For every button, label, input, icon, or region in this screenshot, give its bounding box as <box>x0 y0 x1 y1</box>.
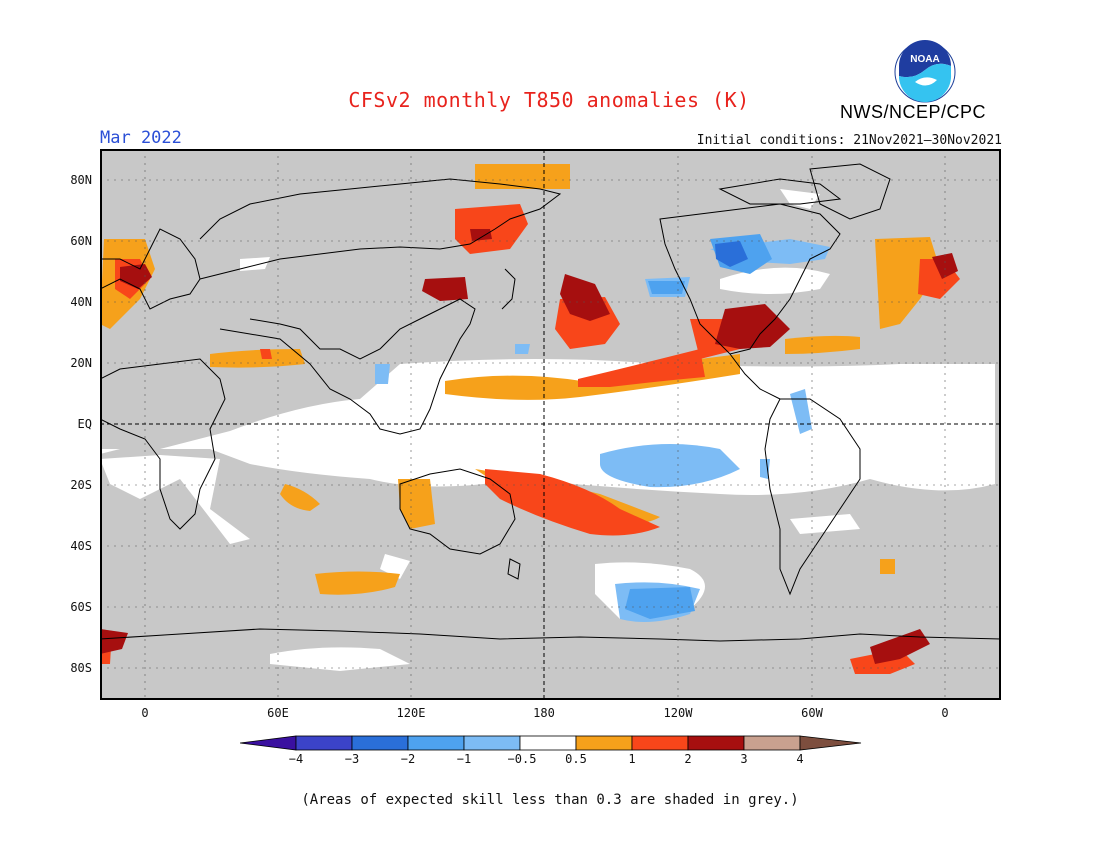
colorbar-label: 2 <box>684 752 692 766</box>
lon-label: 0 <box>941 706 949 720</box>
map-frame <box>100 149 1001 700</box>
lon-label: 60E <box>267 706 289 720</box>
colorbar-swatch <box>463 735 521 751</box>
colorbar-swatch <box>575 735 633 751</box>
map-title: CFSv2 monthly T850 anomalies (K) <box>348 88 750 112</box>
initial-conditions: Initial conditions: 21Nov2021–30Nov2021 <box>696 133 1002 148</box>
lat-label: 40N <box>70 295 92 309</box>
colorbar-label: −0.5 <box>507 752 537 766</box>
colorbar-label: −3 <box>344 752 360 766</box>
lat-label: 80N <box>70 173 92 187</box>
lon-label: 60W <box>801 706 823 720</box>
lat-label: 40S <box>70 539 92 553</box>
anomaly-map <box>100 149 1001 700</box>
noaa-logo-icon: NOAA <box>894 40 956 103</box>
colorbar-label: 4 <box>796 752 804 766</box>
colorbar-swatch <box>743 735 801 751</box>
negative-anomaly-high <box>715 241 748 267</box>
colorbar-swatch <box>631 735 689 751</box>
lat-label: 20N <box>70 356 92 370</box>
colorbar-label: −1 <box>456 752 472 766</box>
lon-label: 180 <box>533 706 555 720</box>
lon-label: 120E <box>396 706 426 720</box>
lat-label: 20S <box>70 478 92 492</box>
colorbar-label: −2 <box>400 752 416 766</box>
colorbar-label: 1 <box>628 752 636 766</box>
forecast-month: Mar 2022 <box>100 128 182 148</box>
colorbar-swatch <box>295 735 353 751</box>
lon-label: 120W <box>663 706 693 720</box>
lat-label: 60S <box>70 600 92 614</box>
colorbar-arrow-left <box>240 735 297 751</box>
agency-label: NWS/NCEP/CPC <box>840 102 987 122</box>
colorbar-arrow-right <box>799 735 862 751</box>
skill-footnote: (Areas of expected skill less than 0.3 a… <box>301 792 799 808</box>
noaa-logo-text: NOAA <box>910 54 939 65</box>
colorbar-label: 3 <box>740 752 748 766</box>
colorbar-swatch <box>687 735 745 751</box>
colorbar-swatch <box>351 735 409 751</box>
lat-label: 60N <box>70 234 92 248</box>
colorbar-swatch <box>519 735 577 751</box>
lon-label: 0 <box>141 706 149 720</box>
coastlines <box>100 163 1001 642</box>
lat-label: 80S <box>70 661 92 675</box>
colorbar-label: 0.5 <box>565 752 587 766</box>
graticule <box>100 149 1001 700</box>
colorbar-swatch <box>407 735 465 751</box>
color-scale <box>240 735 862 751</box>
lat-label: EQ <box>77 417 92 431</box>
colorbar-label: −4 <box>288 752 304 766</box>
